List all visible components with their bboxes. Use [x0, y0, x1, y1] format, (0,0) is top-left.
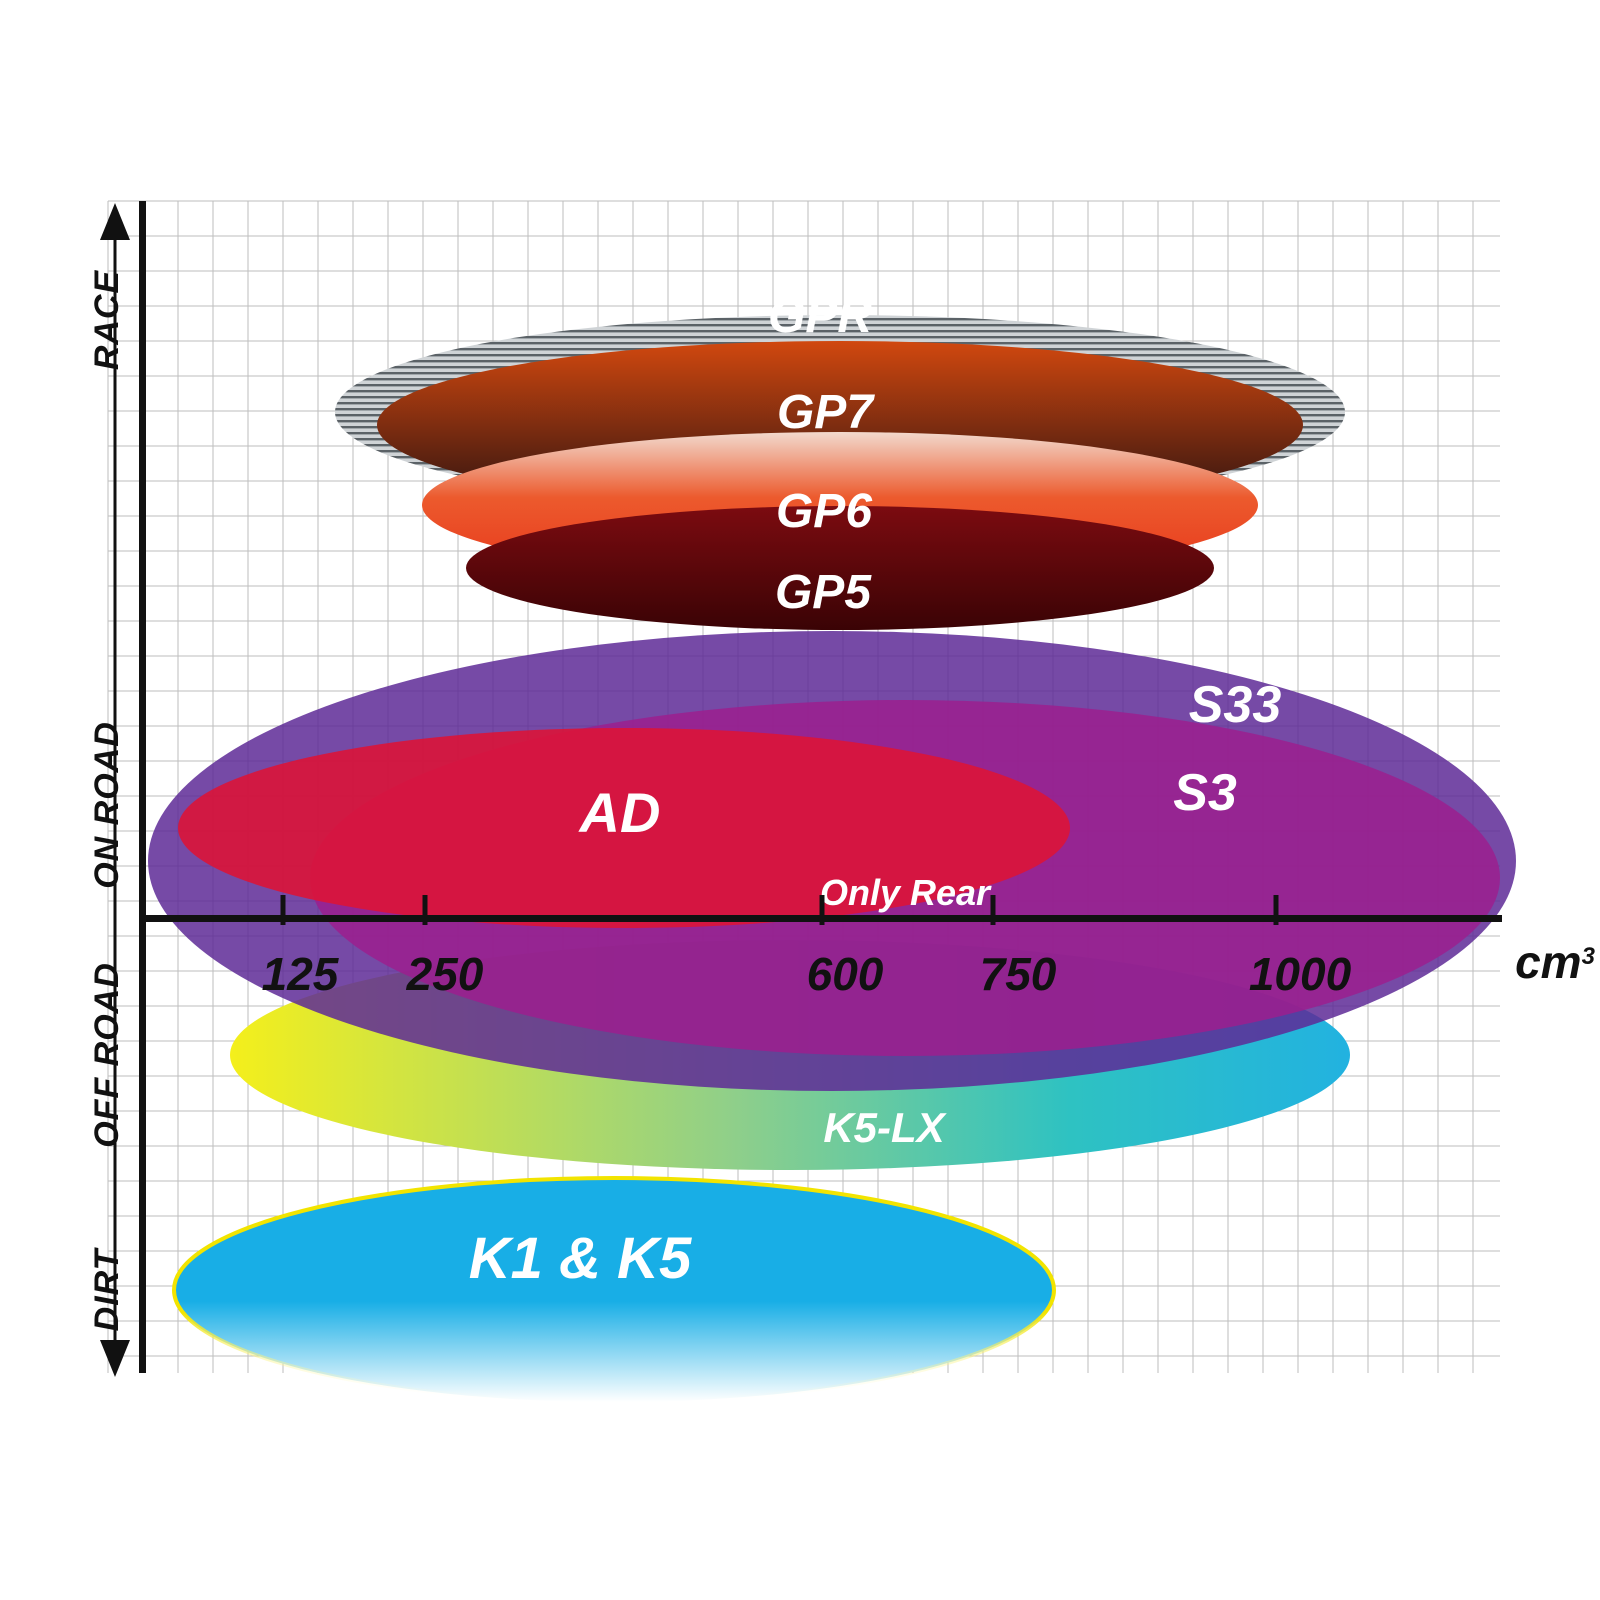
- svg-text:RACE: RACE: [88, 270, 126, 371]
- svg-text:OFF ROAD: OFF ROAD: [88, 962, 126, 1148]
- svg-text:K5-LX: K5-LX: [823, 1104, 947, 1151]
- svg-text:S33: S33: [1189, 676, 1282, 734]
- svg-text:GPR: GPR: [768, 290, 872, 343]
- svg-text:125: 125: [262, 948, 340, 1000]
- svg-text:750: 750: [980, 948, 1057, 1000]
- svg-text:S3: S3: [1173, 764, 1237, 822]
- svg-text:GP6: GP6: [776, 485, 872, 538]
- svg-text:250: 250: [406, 948, 484, 1000]
- svg-text:Only Rear: Only Rear: [820, 872, 992, 913]
- svg-text:K1 & K5: K1 & K5: [469, 1226, 692, 1291]
- svg-text:GP5: GP5: [775, 566, 872, 619]
- svg-text:GP7: GP7: [777, 386, 875, 439]
- svg-text:1000: 1000: [1249, 948, 1352, 1000]
- svg-text:AD: AD: [578, 781, 661, 844]
- svg-text:DIRT: DIRT: [88, 1246, 126, 1331]
- svg-text:ON ROAD: ON ROAD: [88, 721, 126, 889]
- svg-text:600: 600: [807, 948, 884, 1000]
- svg-text:cm3: cm3: [1515, 936, 1595, 988]
